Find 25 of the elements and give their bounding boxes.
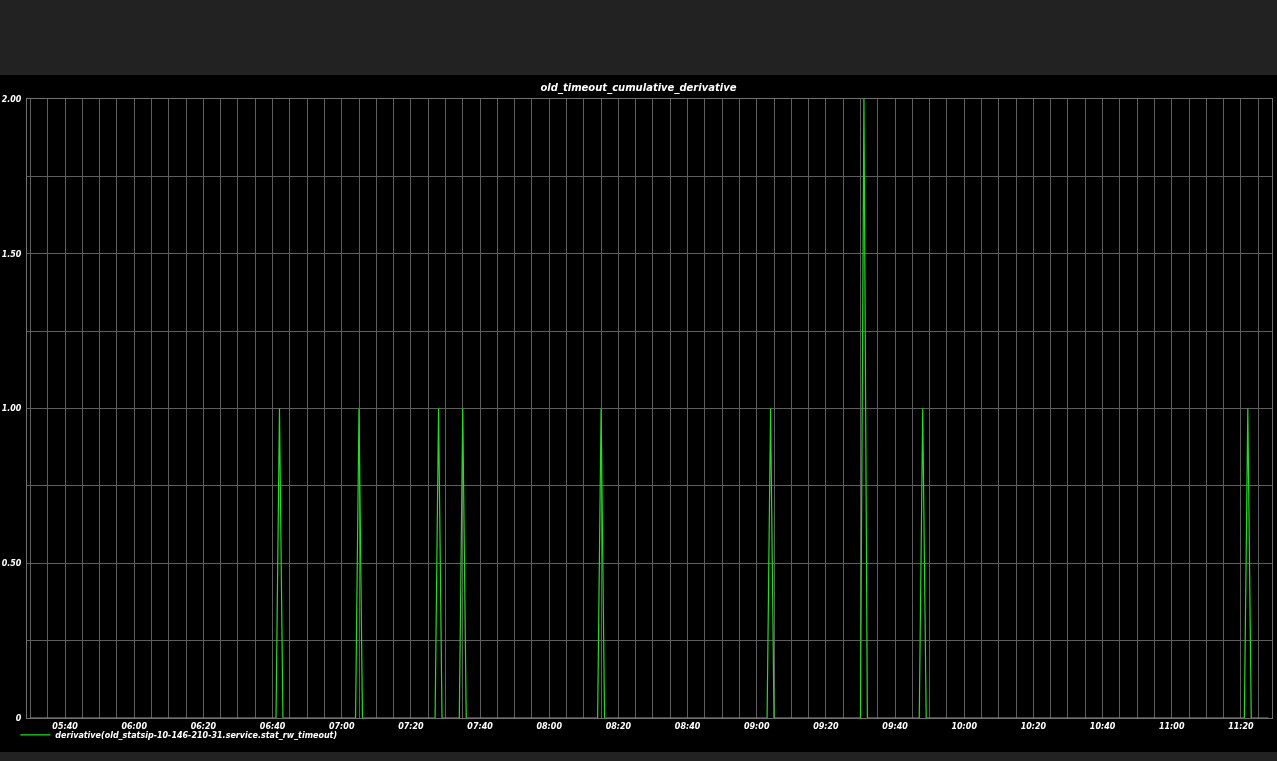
x-tick-label: 08:00 bbox=[536, 721, 563, 731]
x-tick-label: 09:40 bbox=[882, 721, 909, 731]
y-tick-label: 0 bbox=[15, 713, 22, 723]
legend-label: derivative(old_statsip-10-146-210-31.service.stat_rw_timeout) bbox=[55, 730, 338, 740]
x-tick-label: 10:40 bbox=[1089, 721, 1116, 731]
x-tick-label: 07:40 bbox=[467, 721, 494, 731]
x-tick-label: 06:00 bbox=[121, 721, 148, 731]
x-tick-label: 08:20 bbox=[605, 721, 632, 731]
y-tick-label: 0.50 bbox=[1, 559, 22, 569]
x-tick-label: 06:20 bbox=[190, 721, 217, 731]
x-tick-label: 09:00 bbox=[743, 721, 770, 731]
y-tick-label: 1.50 bbox=[1, 249, 22, 259]
x-tick-label: 10:00 bbox=[951, 721, 978, 731]
x-tick-label: 08:40 bbox=[674, 721, 701, 731]
x-tick-label: 09:20 bbox=[813, 721, 840, 731]
x-tick-label: 10:20 bbox=[1020, 721, 1047, 731]
x-tick-label: 11:00 bbox=[1158, 721, 1185, 731]
x-tick-label: 07:00 bbox=[328, 721, 355, 731]
x-tick-label: 07:20 bbox=[398, 721, 425, 731]
x-tick-label: 05:40 bbox=[52, 721, 79, 731]
x-tick-label: 06:40 bbox=[259, 721, 286, 731]
y-tick-label: 2.00 bbox=[1, 94, 22, 104]
chart-title: old_timeout_cumulative_derivative bbox=[540, 82, 737, 95]
y-tick-label: 1.00 bbox=[1, 404, 22, 414]
x-tick-label: 11:20 bbox=[1228, 721, 1255, 731]
